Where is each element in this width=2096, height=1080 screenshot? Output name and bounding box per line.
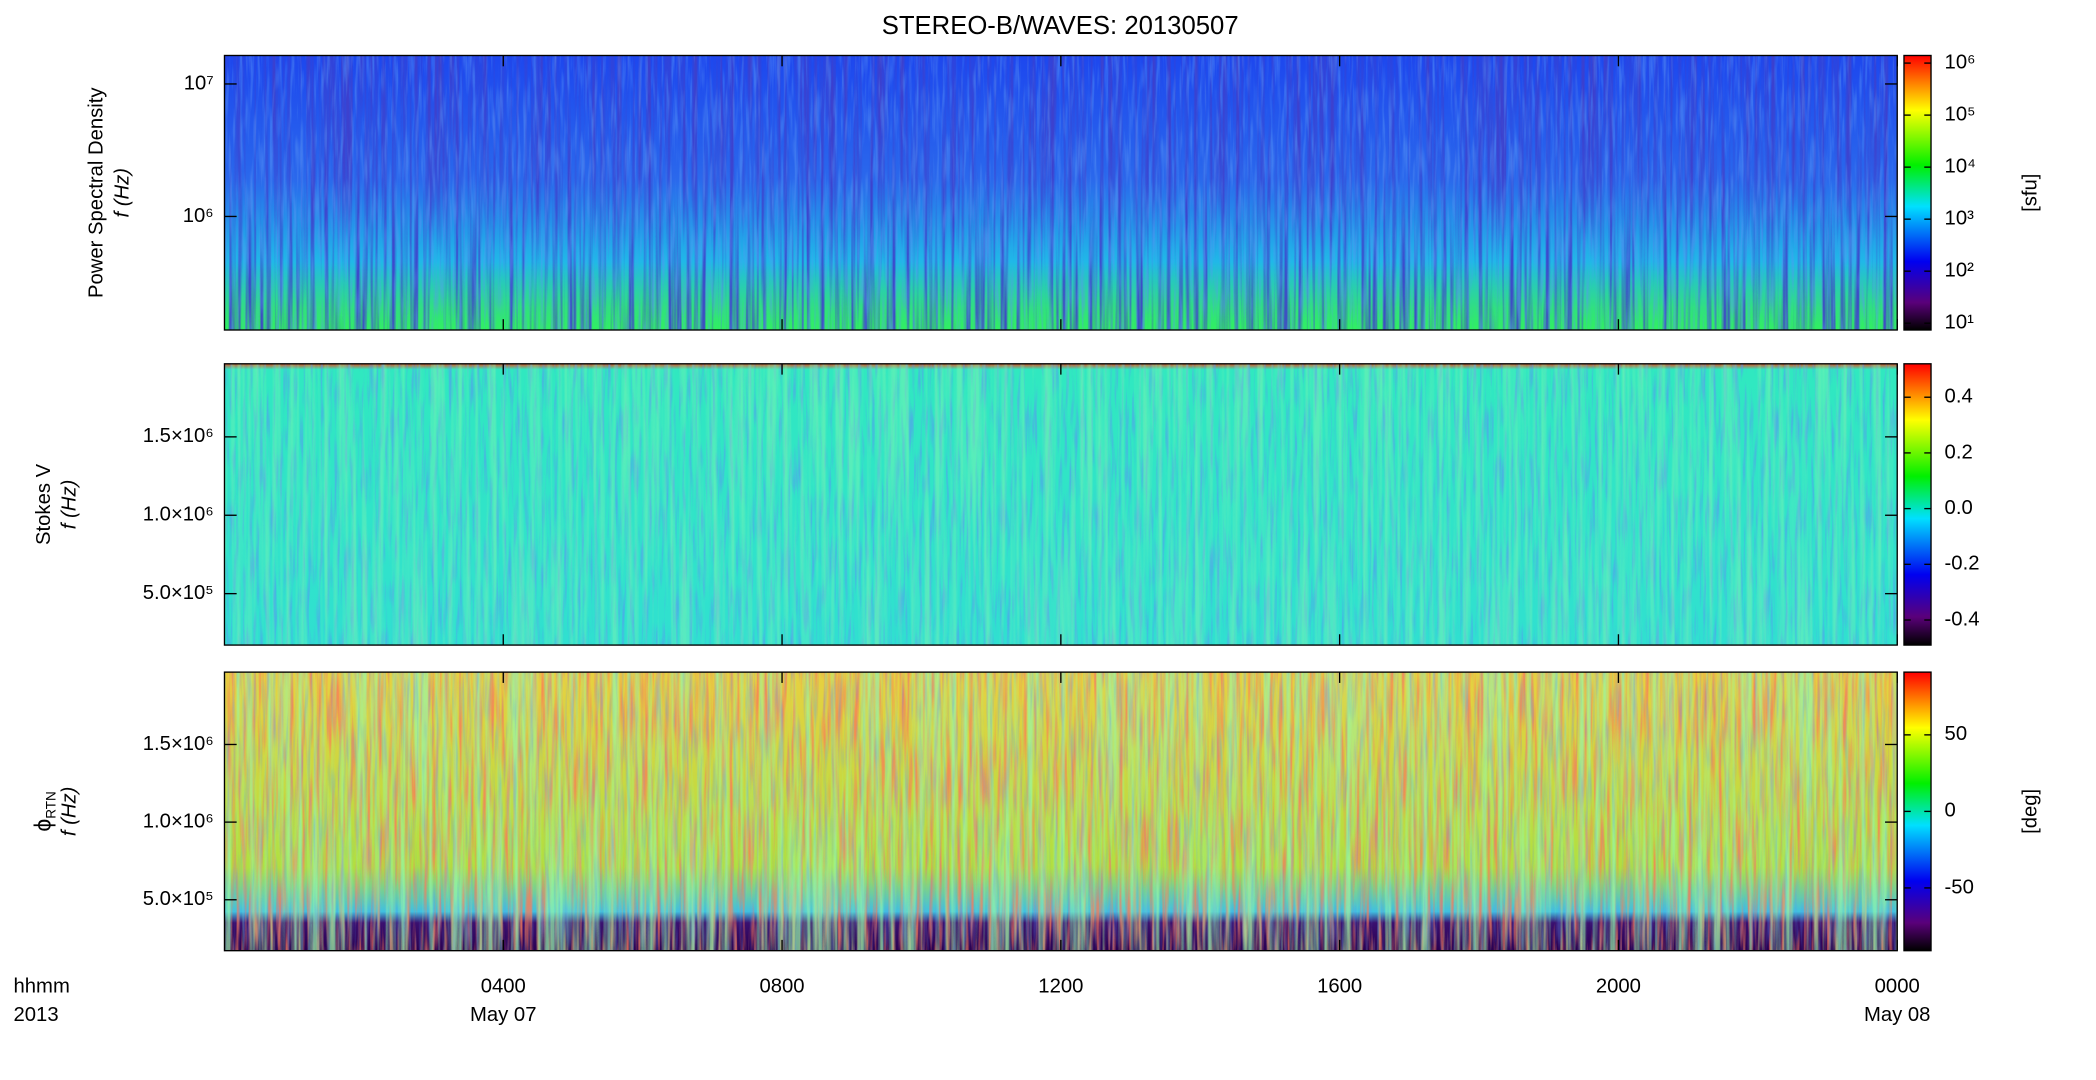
y-tick-label: 10⁶: [183, 205, 214, 227]
colorbar-label: [sfu]: [2019, 174, 2041, 212]
x-tick-label: 0800: [760, 976, 805, 998]
colorbar: [1903, 363, 1932, 646]
y-axis-label-subscript: RTN: [43, 791, 58, 819]
y-axis-label: f (Hz): [59, 480, 81, 530]
y-tick-label: 10⁷: [184, 72, 214, 94]
chart-title: STEREO-B/WAVES: 20130507: [882, 12, 1239, 40]
x-date-label: May 07: [470, 1004, 536, 1026]
colorbar-tick-label: 0.2: [1945, 441, 1973, 463]
colorbar-tick-label: 50: [1945, 723, 1968, 745]
y-axis-label: Power Spectral Density: [86, 87, 108, 298]
colorbar-tick-label: 10¹: [1945, 312, 1975, 334]
colorbar-tick-label: 10⁶: [1945, 51, 1976, 73]
colorbar-tick-label: 10⁵: [1945, 103, 1976, 125]
y-axis-label: ϕRTN: [30, 791, 58, 831]
colorbar-label: [deg]: [2019, 789, 2041, 834]
x-axis-label: hhmm: [14, 976, 70, 998]
spectrogram-texture: [224, 363, 1898, 646]
y-axis-label: f (Hz): [111, 168, 133, 218]
y-axis-label: f (Hz): [59, 787, 81, 837]
colorbar-tick-label: 0.0: [1945, 497, 1973, 519]
y-tick-label: 1.0×10⁶: [143, 504, 214, 526]
colorbar-tick-label: -50: [1945, 876, 1974, 898]
colorbar-tick-label: 10⁴: [1945, 155, 1976, 177]
y-tick-label: 5.0×10⁵: [143, 888, 214, 910]
spectrogram-texture: [224, 55, 1898, 330]
colorbar: [1903, 54, 1932, 331]
x-tick-label: 0000: [1875, 976, 1920, 998]
x-tick-label: 0400: [481, 976, 526, 998]
x-tick-label: 1200: [1038, 976, 1083, 998]
x-tick-label: 2000: [1596, 976, 1641, 998]
y-axis-label: Stokes V: [33, 463, 55, 545]
y-tick-label: 1.0×10⁶: [143, 810, 214, 832]
x-axis-label: 2013: [14, 1004, 59, 1026]
colorbar-tick-label: -0.4: [1945, 608, 1980, 630]
colorbar-tick-label: 10³: [1945, 208, 1975, 230]
spectrogram-texture: [224, 672, 1898, 951]
colorbar-tick-label: 10²: [1945, 260, 1975, 282]
y-tick-label: 1.5×10⁶: [143, 425, 214, 447]
x-tick-label: 1600: [1317, 976, 1362, 998]
x-date-label: May 08: [1864, 1004, 1930, 1026]
y-tick-label: 5.0×10⁵: [143, 582, 214, 604]
y-axis-label-symbol: ϕ: [30, 819, 56, 832]
colorbar-tick-label: 0: [1945, 800, 1956, 822]
colorbar-tick-label: 0.4: [1945, 386, 1973, 408]
y-tick-label: 1.5×10⁶: [143, 733, 214, 755]
colorbar-tick-label: -0.2: [1945, 553, 1980, 575]
